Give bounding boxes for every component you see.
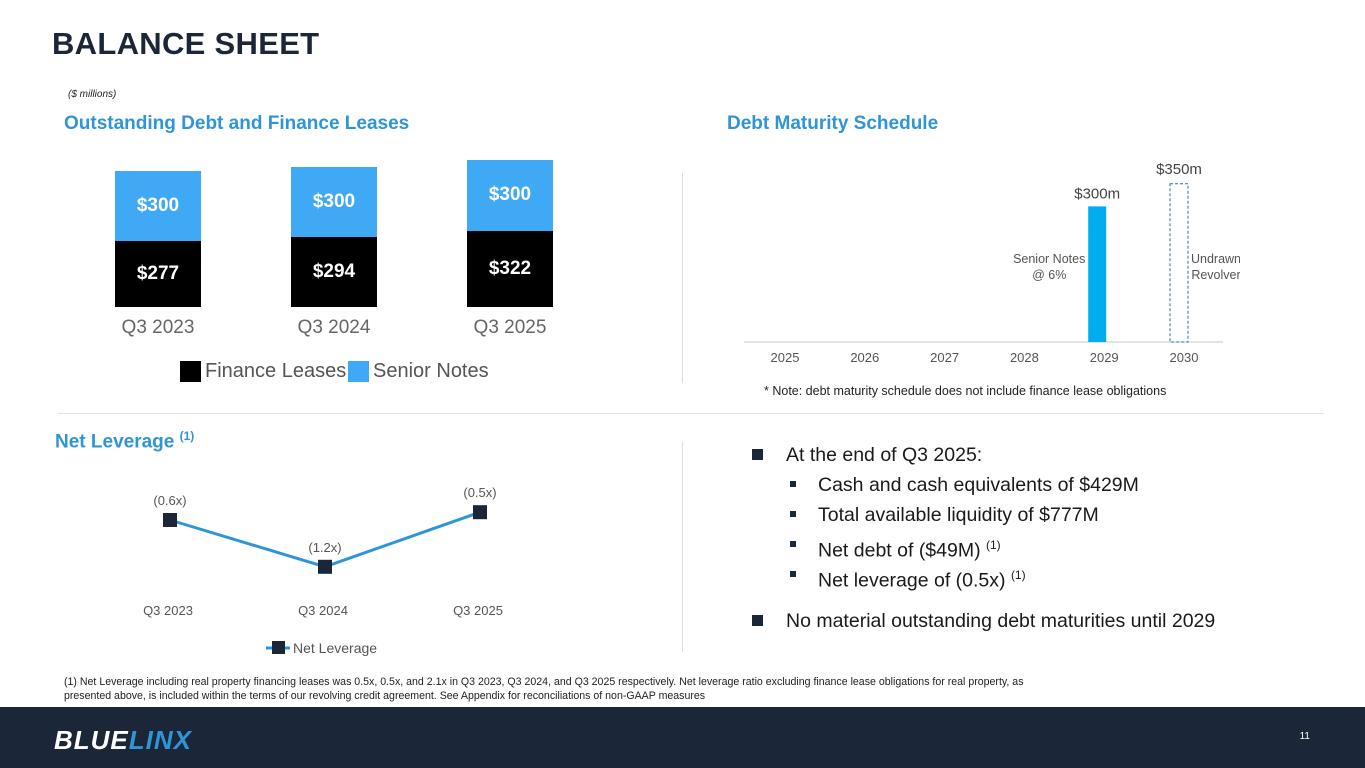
maturity-bar-senior-notes (1088, 206, 1107, 342)
maturity-section-title: Debt Maturity Schedule (727, 113, 939, 134)
maturity-label-senior-notes-2: @ 6% (1032, 268, 1066, 282)
bullet-cash: Cash and cash equivalents of $429M (750, 474, 1215, 504)
bullet-net-leverage-text: Net leverage of (0.5x) (818, 569, 1006, 592)
debt-section-title: Outstanding Debt and Finance Leases (64, 113, 410, 134)
net-leverage-marker (318, 559, 332, 574)
maturity-label-undrawn-revolver-1: Undrawn (1191, 252, 1240, 266)
bullet-net-leverage-footnote: (1) (1010, 568, 1026, 582)
bar-category-label: Q3 2024 (297, 317, 371, 338)
maturity-note: * Note: debt maturity schedule does not … (764, 384, 1167, 398)
maturity-year-label: 2025 (771, 350, 800, 365)
net-leverage-legend-label: Net Leverage (293, 640, 378, 656)
page-title: BALANCE SHEET (52, 26, 320, 61)
debt-maturity-chart: 2025 2026 2027 2028 2029 2030 $300m Senior Note… (744, 161, 1240, 365)
vertical-divider-bottom (682, 442, 683, 652)
maturity-value-undrawn-revolver: $350m (1156, 161, 1202, 178)
bar-senior-notes-q3-2023: $300 (115, 170, 201, 242)
maturity-year-label: 2028 (1010, 350, 1039, 365)
bullet-liquidity-text: Total available liquidity of $777M (818, 504, 1099, 526)
vertical-divider-top (682, 173, 683, 383)
footer-bar: BLUELINX 11 (0, 707, 1365, 768)
net-leverage-legend-marker (266, 641, 290, 654)
bullet-cash-text: Cash and cash equivalents of $429M (818, 474, 1139, 496)
bullet-net-debt: Net debt of ($49M) (1) (750, 534, 1215, 564)
footnote: (1) Net Leverage including real property… (64, 676, 1024, 702)
maturity-label-undrawn-revolver-2: Revolver (1191, 268, 1240, 282)
maturity-year-label: 2026 (850, 350, 879, 365)
maturity-year-label: 2029 (1090, 350, 1119, 365)
net-leverage-category-label: Q3 2024 (298, 603, 348, 618)
bullet-liquidity: Total available liquidity of $777M (750, 504, 1215, 534)
bar-category-label: Q3 2023 (121, 317, 195, 338)
leverage-title-footnote: (1) (179, 429, 195, 443)
page-number: 11 (1299, 731, 1310, 742)
leverage-section-title: Net Leverage (1) (55, 429, 194, 453)
bullet-main-maturities: No material outstanding debt maturities … (750, 610, 1215, 640)
net-leverage-chart: (0.6x) Q3 2023 (1.2x) Q3 2024 (0.5x) Q3 2025 (143, 485, 503, 618)
bullet-net-debt-footnote: (1) (986, 538, 1001, 552)
logo-part-1: BLUE (54, 725, 129, 755)
net-leverage-data-label: (0.6x) (153, 493, 186, 508)
maturity-bar-undrawn-revolver (1169, 183, 1189, 343)
horizontal-divider (58, 413, 1324, 414)
bar-senior-notes-q3-2024: $300 (291, 166, 377, 238)
bullet-main-q3: At the end of Q3 2025: (750, 444, 1215, 474)
bar-finance-leases-q3-2024: $294 (291, 237, 377, 307)
maturity-year-label: 2030 (1170, 350, 1199, 365)
bar-finance-leases-q3-2023: $277 (115, 241, 201, 307)
maturity-value-senior-notes: $300m (1074, 185, 1120, 202)
key-points-list: At the end of Q3 2025: Cash and cash equ… (750, 444, 1215, 640)
bar-finance-leases-q3-2025: $322 (467, 230, 553, 307)
net-leverage-marker (163, 513, 177, 527)
net-leverage-marker (473, 505, 487, 520)
net-leverage-category-label: Q3 2025 (453, 603, 503, 618)
units-label: ($ millions) (68, 89, 117, 100)
logo-part-2: LINX (128, 725, 193, 755)
legend-swatch-finance-leases (180, 361, 201, 382)
bar-senior-notes-q3-2025: $300 (467, 159, 553, 231)
net-leverage-data-label: (1.2x) (308, 540, 341, 555)
bar-category-label: Q3 2025 (473, 317, 547, 338)
legend-swatch-senior-notes (348, 361, 369, 382)
legend-label-senior-notes: Senior Notes (373, 360, 489, 382)
maturity-year-label: 2027 (930, 350, 959, 365)
bullet-net-debt-text: Net debt of ($49M) (818, 539, 981, 562)
bullet-net-leverage: Net leverage of (0.5x) (1) (750, 564, 1215, 594)
legend-label-finance-leases: Finance Leases (205, 360, 347, 382)
bluelinx-logo: BLUELINX (54, 725, 192, 756)
net-leverage-data-label: (0.5x) (463, 485, 496, 500)
net-leverage-category-label: Q3 2023 (143, 603, 193, 618)
maturity-label-senior-notes-1: Senior Notes (1013, 252, 1085, 266)
leverage-title-text: Net Leverage (55, 431, 175, 453)
